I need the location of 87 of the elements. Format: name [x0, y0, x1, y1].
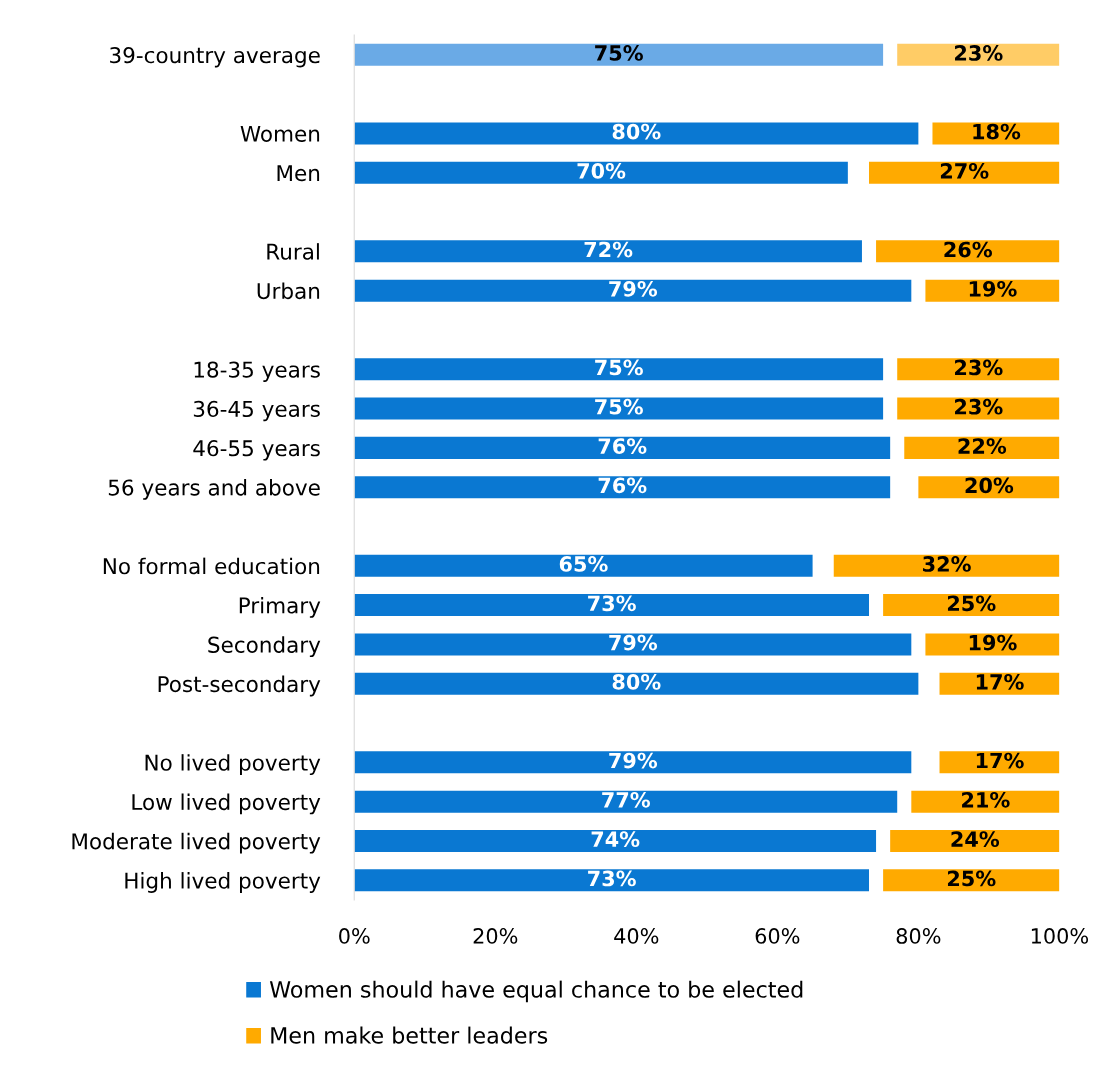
bar: [354, 751, 912, 774]
bar: [897, 43, 1060, 66]
legend-label: Women should have equal chance to be elected: [269, 980, 803, 1003]
data-label: 17%: [976, 674, 1024, 690]
data-label: 76%: [598, 477, 647, 494]
data-label: 79%: [609, 280, 658, 297]
data-label: 77%: [602, 791, 650, 808]
bar: [904, 436, 1060, 459]
y-tick-label: Secondary: [208, 636, 321, 658]
y-tick-label: Post-secondary: [158, 675, 321, 697]
bar: [869, 161, 1060, 184]
y-tick-label: Urban: [257, 282, 320, 300]
data-label: 17%: [976, 752, 1024, 769]
bar: [354, 122, 919, 145]
y-tick-label: Moderate lived poverty: [72, 832, 321, 854]
bar: [354, 397, 884, 420]
data-label: 21%: [962, 791, 1010, 808]
data-label: 70%: [577, 163, 626, 179]
data-label: 25%: [947, 595, 996, 612]
y-tick-label: 46-55 years: [193, 440, 320, 461]
bar: [883, 594, 1060, 617]
bar: [354, 279, 912, 302]
data-label: 27%: [940, 163, 989, 179]
bar: [354, 672, 919, 695]
data-label: 22%: [958, 438, 1007, 454]
data-label: 19%: [969, 280, 1017, 297]
y-tick-label: 56 years and above: [108, 479, 320, 500]
bar: [354, 240, 862, 263]
data-label: 18%: [973, 123, 1021, 140]
bar: [354, 869, 870, 892]
data-label: 73%: [588, 595, 636, 612]
bar: [354, 161, 848, 184]
x-tick-label: 80%: [896, 928, 941, 944]
data-label: 76%: [598, 438, 647, 454]
bar: [354, 358, 884, 381]
bar: [890, 829, 1060, 852]
bar: [883, 869, 1060, 892]
y-tick-label: No lived poverty: [145, 754, 321, 775]
bar: [897, 397, 1060, 420]
x-tick-label: 40%: [614, 928, 659, 944]
bar: [354, 829, 877, 852]
y-tick-label: Low lived poverty: [132, 793, 321, 815]
data-label: 80%: [612, 123, 661, 140]
data-label: 80%: [612, 674, 661, 690]
data-label: 20%: [965, 477, 1014, 494]
bar: [354, 790, 898, 813]
bar: [354, 633, 912, 656]
x-tick-label: 60%: [755, 928, 800, 944]
y-tick-label: Women: [240, 125, 320, 142]
y-tick-label: Primary: [239, 596, 321, 618]
y-tick-label: Rural: [267, 243, 319, 260]
bar: [833, 554, 1060, 577]
bar: [897, 358, 1060, 381]
y-tick-label: No formal education: [103, 557, 320, 575]
data-label: 74%: [591, 831, 640, 848]
x-tick-label: 0%: [339, 928, 370, 944]
bar: [354, 436, 891, 459]
bar: [876, 240, 1060, 263]
data-label: 26%: [944, 241, 992, 258]
data-label: 79%: [609, 634, 658, 651]
data-label: 75%: [595, 359, 643, 376]
data-label: 19%: [969, 634, 1017, 651]
data-label: 23%: [955, 359, 1003, 376]
bar: [354, 43, 884, 66]
y-tick-label: Men: [277, 165, 320, 182]
bar: [354, 594, 870, 617]
y-tick-label: 39-country average: [110, 47, 320, 68]
data-label: 72%: [584, 241, 633, 258]
bar: [911, 790, 1060, 813]
data-label: 65%: [559, 556, 608, 572]
data-label: 23%: [955, 398, 1003, 415]
bar: [354, 554, 813, 577]
y-tick-label: 36-45 years: [193, 400, 320, 422]
data-label: 25%: [947, 870, 996, 887]
data-label: 79%: [609, 752, 658, 769]
data-label: 32%: [923, 556, 971, 572]
data-label: 75%: [595, 398, 643, 415]
x-tick-label: 100%: [1031, 928, 1089, 944]
data-label: 75%: [595, 45, 643, 61]
bar: [354, 476, 891, 499]
data-label: 73%: [588, 870, 636, 887]
legend-label: Men make better leaders: [271, 1026, 548, 1044]
x-tick-label: 20%: [473, 928, 518, 944]
data-label: 24%: [951, 831, 1000, 848]
y-tick-label: 18-35 years: [194, 361, 320, 382]
y-tick-label: High lived poverty: [125, 872, 321, 893]
data-label: 23%: [955, 45, 1003, 61]
